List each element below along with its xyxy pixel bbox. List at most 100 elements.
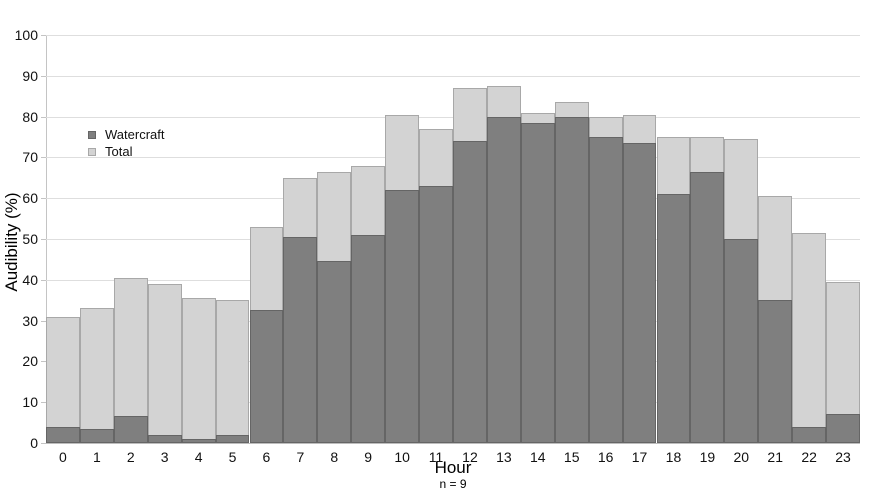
y-tick-mark <box>41 157 46 159</box>
bar-watercraft-hour-1 <box>79 428 114 443</box>
y-tick-mark <box>41 116 46 118</box>
bar-total-hour-22 <box>792 232 827 443</box>
legend-item-total: Total <box>88 143 164 160</box>
bar-group-hour-23 <box>826 35 860 443</box>
y-tick-label-0: 0 <box>30 435 38 451</box>
x-tick-label-3: 3 <box>160 449 169 465</box>
legend-item-watercraft: Watercraft <box>88 126 164 143</box>
bar-watercraft-hour-22 <box>792 426 827 443</box>
y-tick-label-10: 10 <box>22 394 38 411</box>
bar-group-hour-22 <box>792 35 827 443</box>
bar-total-hour-4 <box>181 298 216 443</box>
bar-watercraft-hour-4 <box>181 438 216 443</box>
x-tick-label-8: 8 <box>330 449 339 465</box>
bar-total-hour-3 <box>147 283 182 443</box>
bar-watercraft-hour-12 <box>453 141 487 443</box>
bar-watercraft-hour-11 <box>419 185 453 443</box>
legend-swatch-total <box>88 147 96 156</box>
x-tick-label-9: 9 <box>364 449 373 465</box>
y-tick-label-40: 40 <box>22 271 38 288</box>
x-tick-label-23: 23 <box>835 449 851 465</box>
bar-group-hour-18 <box>656 35 691 443</box>
bar-watercraft-hour-17 <box>622 143 657 443</box>
bar-group-hour-12 <box>453 35 487 443</box>
x-tick-label-21: 21 <box>767 449 783 465</box>
bar-group-hour-8 <box>317 35 352 443</box>
bar-watercraft-hour-8 <box>317 261 352 443</box>
bar-group-hour-15 <box>554 35 589 443</box>
x-tick-label-12: 12 <box>462 449 478 465</box>
bar-watercraft-hour-20 <box>724 239 759 443</box>
x-tick-label-20: 20 <box>733 449 750 465</box>
x-tick-label-13: 13 <box>496 449 512 465</box>
bar-group-hour-1 <box>79 35 114 443</box>
x-axis-title: Hour <box>434 458 472 477</box>
y-tick-mark <box>41 279 46 281</box>
x-tick-label-7: 7 <box>296 449 305 465</box>
bar-watercraft-hour-13 <box>486 116 521 443</box>
y-tick-label-50: 50 <box>22 231 38 247</box>
bar-group-hour-6 <box>249 35 284 443</box>
bar-group-hour-3 <box>147 35 182 443</box>
x-axis-line <box>46 443 860 444</box>
bar-watercraft-hour-23 <box>826 414 860 443</box>
legend: Watercraft Total <box>88 126 164 160</box>
legend-swatch-watercraft <box>88 130 96 139</box>
x-tick-label-1: 1 <box>92 449 101 465</box>
x-tick-label-22: 22 <box>801 449 817 465</box>
x-tick-label-17: 17 <box>631 449 648 465</box>
bar-watercraft-hour-9 <box>351 234 386 443</box>
bar-group-hour-0 <box>46 35 80 443</box>
gridline-100 <box>46 35 860 36</box>
bar-watercraft-hour-18 <box>656 194 691 443</box>
bar-group-hour-11 <box>419 35 453 443</box>
y-tick-mark <box>41 443 46 444</box>
bar-watercraft-hour-3 <box>147 434 182 443</box>
bar-group-hour-7 <box>283 35 318 443</box>
bar-total-hour-1 <box>79 308 114 443</box>
x-tick-label-4: 4 <box>194 449 203 465</box>
bar-watercraft-hour-6 <box>249 310 284 443</box>
sample-size-note: n = 9 <box>439 477 467 491</box>
bar-group-hour-21 <box>758 35 793 443</box>
y-tick-mark <box>41 320 46 322</box>
y-tick-mark <box>41 361 46 363</box>
y-tick-label-30: 30 <box>22 312 38 329</box>
bar-total-hour-2 <box>113 277 148 443</box>
y-tick-label-90: 90 <box>22 67 38 84</box>
bar-group-hour-17 <box>622 35 657 443</box>
bar-watercraft-hour-2 <box>113 416 148 443</box>
x-tick-label-6: 6 <box>262 449 271 465</box>
y-tick-mark <box>41 402 46 404</box>
bar-group-hour-20 <box>724 35 759 443</box>
bar-watercraft-hour-15 <box>554 116 589 443</box>
y-tick-label-60: 60 <box>22 190 38 207</box>
bar-group-hour-4 <box>181 35 216 443</box>
y-tick-mark <box>41 35 46 36</box>
bar-group-hour-16 <box>588 35 623 443</box>
bar-watercraft-hour-16 <box>588 137 623 443</box>
gridline-90 <box>46 75 860 77</box>
x-tick-label-19: 19 <box>699 449 716 465</box>
bar-group-hour-5 <box>215 35 250 443</box>
bar-total-hour-5 <box>215 300 250 443</box>
x-tick-label-18: 18 <box>665 449 682 465</box>
y-tick-mark <box>41 239 46 240</box>
bar-watercraft-hour-19 <box>690 171 725 443</box>
y-tick-label-100: 100 <box>14 27 38 43</box>
bar-group-hour-10 <box>385 35 420 443</box>
legend-label: Watercraft <box>105 127 165 142</box>
x-tick-label-11: 11 <box>428 449 444 465</box>
y-tick-mark <box>41 198 46 200</box>
x-tick-label-14: 14 <box>529 449 546 465</box>
bar-watercraft-hour-14 <box>520 122 555 443</box>
bar-watercraft-hour-7 <box>283 236 318 443</box>
x-tick-label-0: 0 <box>59 449 67 465</box>
y-tick-label-20: 20 <box>22 353 38 370</box>
bar-group-hour-13 <box>486 35 521 443</box>
x-tick-label-2: 2 <box>126 449 135 465</box>
bar-group-hour-2 <box>113 35 148 443</box>
legend-label: Total <box>105 144 133 159</box>
x-tick-label-16: 16 <box>597 449 614 465</box>
